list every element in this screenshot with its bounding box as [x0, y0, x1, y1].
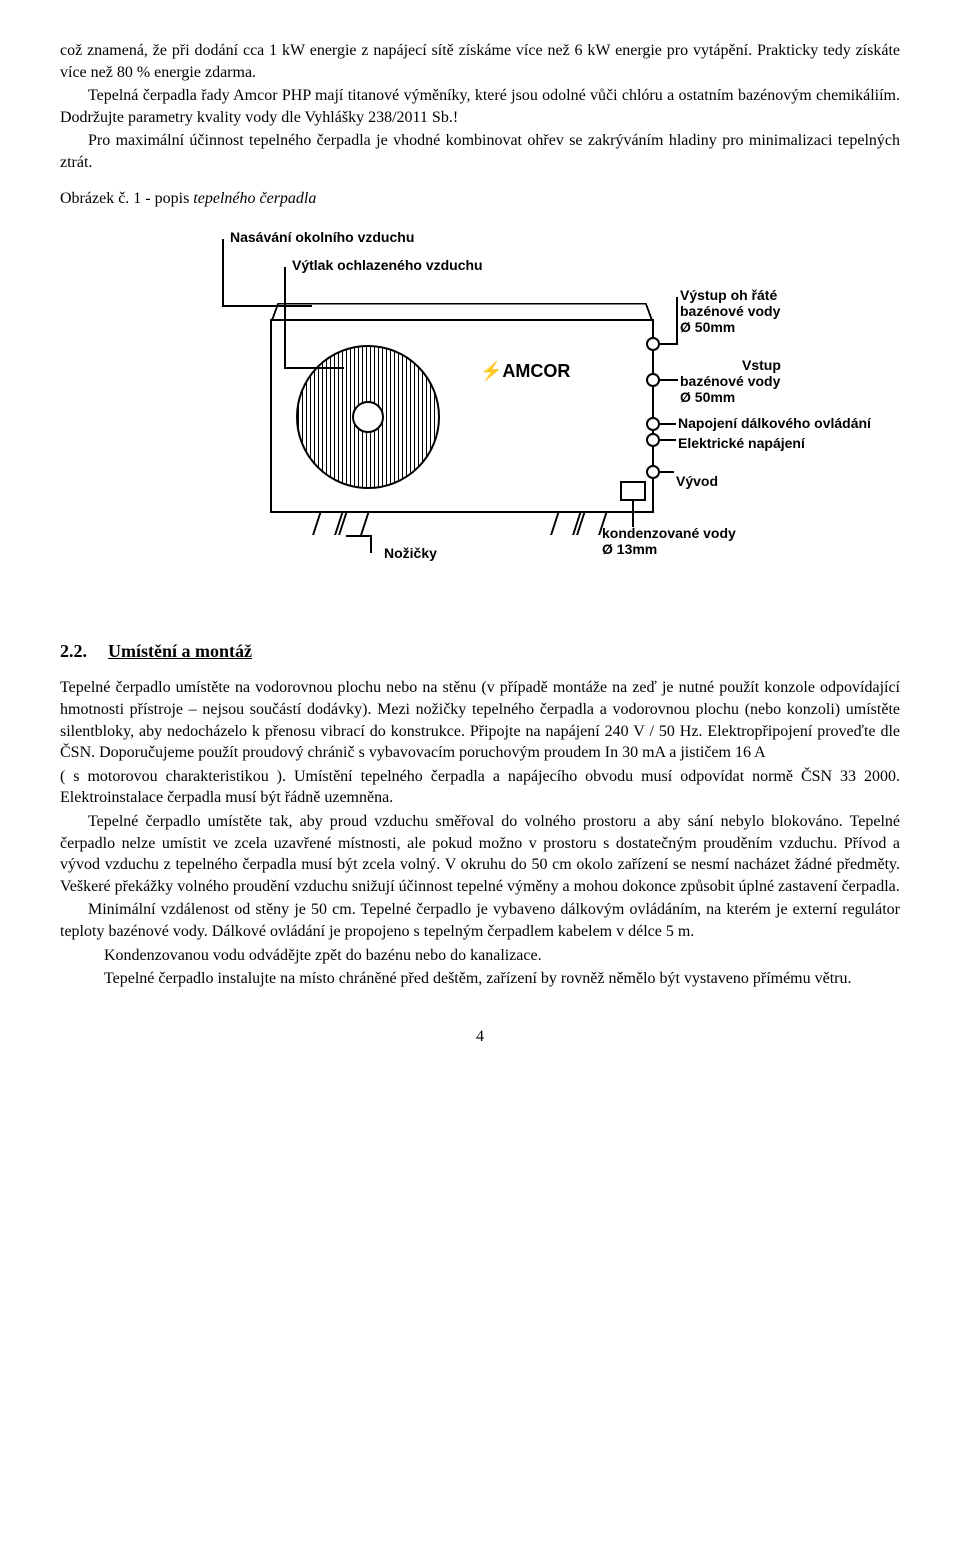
- leader-line: [658, 423, 676, 425]
- label-output-3: Ø 50mm: [680, 319, 735, 336]
- leader-line: [658, 471, 674, 473]
- leader-line: [370, 535, 372, 553]
- section-title-text: Umístění a montáž: [108, 641, 252, 661]
- leader-line: [284, 267, 286, 367]
- label-intake: Nasávání okolního vzduchu: [230, 229, 414, 246]
- figure-caption: Obrázek č. 1 - popis tepelného čerpadla: [60, 188, 900, 210]
- label-condensate-2: kondenzované vody: [602, 525, 736, 542]
- panel-box-icon: [620, 481, 646, 501]
- leader-line: [658, 379, 678, 381]
- leader-line: [632, 499, 634, 527]
- foot-icon: [338, 511, 370, 535]
- label-feet: Nožičky: [384, 545, 437, 562]
- label-output-1: Výstup oh řáté: [680, 287, 777, 304]
- label-input-2: bazénové vody: [680, 373, 780, 390]
- intro-paragraph-1: což znamená, že při dodání cca 1 kW ener…: [60, 40, 900, 83]
- label-exhaust: Výtlak ochlazeného vzduchu: [292, 257, 483, 274]
- leader-line: [222, 305, 312, 307]
- page-number: 4: [60, 1026, 900, 1048]
- body-paragraph-6: Tepelné čerpadlo instalujte na místo chr…: [60, 968, 900, 990]
- label-condensate-3: Ø 13mm: [602, 541, 657, 558]
- leader-line: [222, 239, 224, 305]
- figure-caption-prefix: Obrázek č. 1 - popis: [60, 190, 193, 207]
- leader-line: [676, 297, 678, 345]
- label-output-2: bazénové vody: [680, 303, 780, 320]
- leader-line: [284, 367, 344, 369]
- leader-line: [346, 535, 372, 537]
- amcor-logo: ⚡AMCOR: [480, 359, 570, 383]
- intro-paragraph-3: Pro maximální účinnost tepelného čerpadl…: [60, 130, 900, 173]
- leader-line: [658, 343, 678, 345]
- section-heading: 2.2.Umístění a montáž: [60, 639, 900, 663]
- label-electric: Elektrické napájení: [678, 435, 805, 452]
- body-paragraph-1: Tepelné čerpadlo umístěte na vodorovnou …: [60, 677, 900, 763]
- body-paragraph-3: Tepelné čerpadlo umístěte tak, aby proud…: [60, 811, 900, 897]
- body-paragraph-5: Kondenzovanou vodu odvádějte zpět do baz…: [60, 945, 900, 967]
- body-paragraph-2: ( s motorovou charakteristikou ). Umístě…: [60, 766, 900, 809]
- section-number: 2.2.: [60, 639, 108, 663]
- label-remote: Napojení dálkového ovládání: [678, 415, 871, 432]
- heat-pump-diagram: ⚡AMCOR Nasávání okolního vzduchu Výtlak …: [60, 229, 900, 609]
- label-condensate-1: Vývod: [676, 473, 718, 490]
- leader-line: [658, 439, 676, 441]
- intro-paragraph-2: Tepelná čerpadla řady Amcor PHP mají tit…: [60, 85, 900, 128]
- body-paragraph-4: Minimální vzdálenost od stěny je 50 cm. …: [60, 899, 900, 942]
- figure-caption-italic: tepelného čerpadla: [193, 190, 316, 207]
- label-input-1: Vstup: [742, 357, 781, 374]
- label-input-3: Ø 50mm: [680, 389, 735, 406]
- fan-hub: [352, 401, 384, 433]
